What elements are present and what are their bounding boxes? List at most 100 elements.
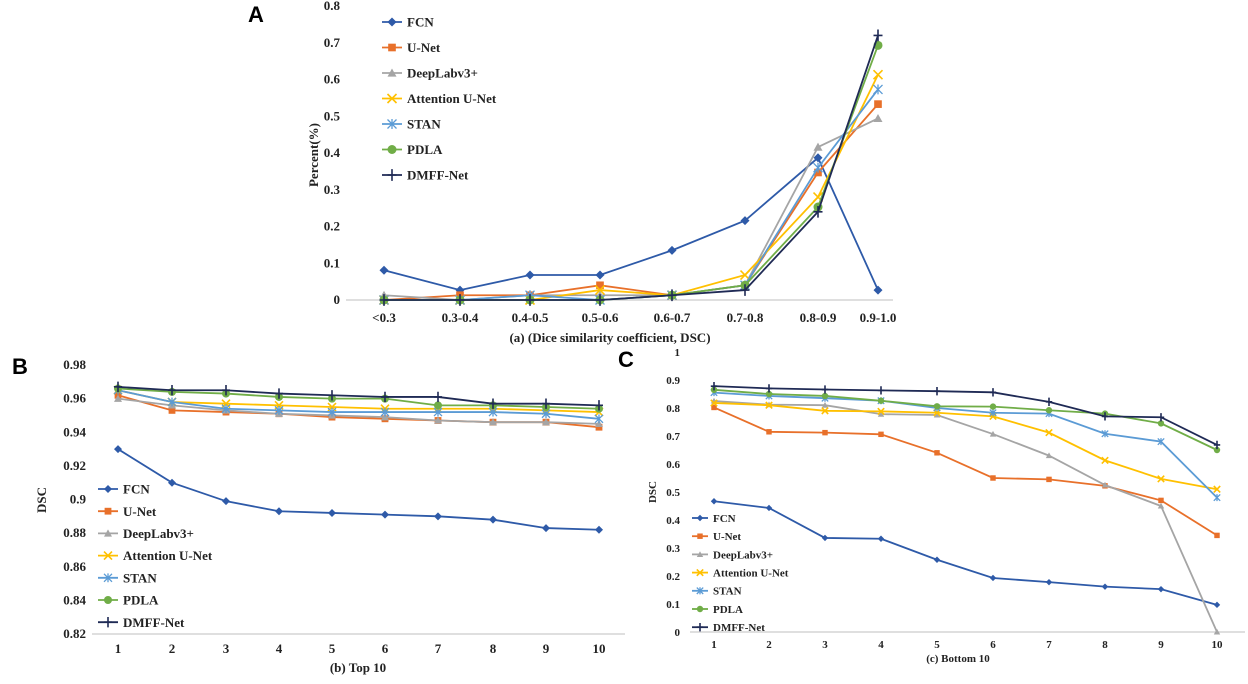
panel-a-data-point-fcn: [813, 153, 823, 163]
panel-b-data-point-pdla: [434, 401, 442, 410]
panel-a-legend-label: STAN: [407, 117, 441, 132]
panel-c-data-point-dmff-net: [877, 386, 885, 395]
panel-b-y-tick-label: 0.98: [63, 357, 86, 372]
panel-c-legend-label: PDLA: [713, 604, 743, 616]
panel-a-data-point-attention-u-net: [739, 269, 751, 281]
panel-b-legend-marker: [104, 529, 112, 537]
panel-a-y-tick-label: 0.2: [324, 219, 340, 234]
panel-c-y-tick-label: 0.6: [666, 459, 680, 471]
panel-c-data-point-deeplabv3: [1045, 452, 1053, 459]
panel-c-data-point-deeplabv3: [989, 430, 997, 437]
panel-b-x-axis-title: (b) Top 10: [330, 660, 386, 675]
panel-c-x-tick-label: 4: [878, 639, 884, 651]
panel-c-legend-label: FCN: [713, 513, 736, 525]
panel-b-series-deeplabv3: [114, 394, 603, 428]
panel-a-y-tick-label: 0.3: [324, 182, 341, 197]
panel-c-x-tick-label: 2: [766, 639, 772, 651]
panel-b-data-point-fcn: [275, 507, 283, 516]
panel-b-legend-label: PDLA: [123, 593, 159, 608]
panel-a-y-tick-label: 0.5: [324, 108, 341, 123]
panel-c-data-point-fcn: [1045, 578, 1053, 586]
panel-b-y-tick-label: 0.92: [63, 458, 86, 473]
panel-b-data-point-dmff-net: [114, 381, 122, 393]
panel-a-data-point-fcn: [740, 216, 750, 226]
panel-a-data-point-dmff-net: [379, 294, 389, 306]
panel-a-legend-marker: [387, 119, 397, 129]
panel-a-legend-item: PDLA: [382, 142, 443, 157]
panel-a-y-tick-label: 0.7: [324, 35, 341, 50]
panel-c-y-tick-label: 0.1: [666, 599, 680, 611]
panel-a-legend-item: U-Net: [382, 40, 441, 55]
panel-c-series-dmff-net: [710, 382, 1221, 450]
panel-b-x-tick-label: 6: [382, 641, 389, 656]
panel-b-data-point-fcn: [434, 512, 442, 521]
panel-b-y-tick-label: 0.94: [63, 424, 86, 439]
panel-b-data-point-u-net: [168, 406, 176, 414]
panel-b-y-tick-label: 0.88: [63, 525, 86, 540]
panel-a-data-point-dmff-net: [873, 29, 883, 42]
panel-b-data-point-deeplabv3: [381, 413, 389, 421]
panel-b-data-point-deeplabv3: [114, 394, 122, 402]
panel-c-y-tick-label: 0.5: [666, 487, 680, 499]
panel-b-data-point-fcn: [542, 524, 550, 533]
panel-c-x-tick-label: 9: [1158, 639, 1164, 651]
panel-b-legend-item: DMFF-Net: [98, 615, 185, 630]
panel-b-data-point-deeplabv3: [595, 419, 603, 428]
panel-c-data-point-dmff-net: [1101, 412, 1109, 421]
panel-c-legend-item: DeepLabv3+: [692, 549, 773, 561]
panel-c-legend-marker: [697, 533, 703, 539]
panel-c-data-point-dmff-net: [1045, 397, 1053, 406]
panel-c-legend-marker: [696, 587, 704, 595]
panel-b-x-tick-label: 1: [115, 641, 122, 656]
panel-a-x-tick-label: 0.6-0.7: [654, 310, 691, 325]
panel-c-y-tick-label: 0.7: [666, 431, 680, 443]
panel-c-legend-label: DeepLabv3+: [713, 549, 773, 561]
panel-a-legend-label: DMFF-Net: [407, 168, 469, 183]
panel-a-legend-item: FCN: [382, 15, 434, 30]
panel-b-series-dmff-net: [114, 381, 603, 411]
panel-b-y-axis-title: DSC: [34, 487, 49, 513]
panel-c-y-axis-title: DSC: [647, 481, 659, 503]
panel-a-data-point-dmff-net: [595, 294, 605, 306]
panel-c-data-point-stan: [1101, 430, 1109, 438]
panel-c-data-point-u-net: [1214, 532, 1220, 539]
panel-c-series-pdla: [710, 386, 1221, 454]
panel-c-label: C: [618, 347, 634, 372]
panel-c-x-tick-label: 10: [1212, 639, 1224, 651]
panel-a-legend-item: STAN: [382, 117, 441, 132]
panel-a-series-line-dmff-net: [384, 35, 879, 301]
panel-b-x-tick-label: 4: [276, 641, 283, 656]
panel-b-legend-marker: [103, 573, 113, 583]
panel-b: B 0.82 0.84 0.86 0.88 0.9 0.92 0.94 0.96 0.98 1 2 3…: [12, 354, 625, 675]
panel-b-legend-marker: [104, 596, 112, 604]
panel-c-data-point-attention-u-net: [877, 407, 885, 416]
panel-c-series-line-dmff-net: [713, 385, 1218, 446]
panel-c-x-axis-title: (c) Bottom 10: [926, 653, 990, 665]
panel-b-data-point-fcn: [222, 497, 230, 506]
panel-c-data-point-fcn: [877, 535, 885, 542]
panel-c-data-point-attention-u-net: [765, 401, 773, 409]
panel-a-legend-label: DeepLabv3+: [407, 66, 478, 81]
panel-a-data-point-dmff-net: [455, 294, 465, 306]
panel-c-legend-label: STAN: [713, 586, 742, 598]
panel-a-legend-item: DeepLabv3+: [382, 66, 478, 81]
panel-b-series-line-deeplabv3: [117, 397, 600, 425]
panel-a-y-tick-label: 0.4: [324, 145, 341, 160]
panel-c-y-tick-label: 0.3: [666, 543, 680, 555]
panel-c-x-tick-label: 3: [822, 639, 828, 651]
panel-b-data-point-deeplabv3: [542, 418, 550, 426]
panel-a-legend-marker: [386, 93, 398, 104]
panel-b-legend-item: Attention U-Net: [98, 548, 213, 563]
panel-b-data-point-stan: [380, 407, 390, 417]
panel-b-x-tick-label: 2: [169, 641, 176, 656]
panel-b-data-point-fcn: [168, 478, 176, 487]
panel-a-data-point-u-net: [596, 281, 604, 290]
panel-c-data-point-fcn: [765, 504, 773, 512]
panel-a-legend-item: DMFF-Net: [382, 168, 469, 183]
panel-a-x-tick-label: 0.8-0.9: [800, 310, 837, 325]
panel-a-legend-marker: [387, 17, 397, 27]
panel-a: A 0 0.1 0.2 0.3 0.4 0.5 0.6 0.7 0.8 <0.3 0.3-0.4 0.…: [248, 0, 896, 345]
panel-c-data-point-u-net: [766, 429, 772, 435]
panel-a-legend-label: Attention U-Net: [407, 91, 497, 106]
